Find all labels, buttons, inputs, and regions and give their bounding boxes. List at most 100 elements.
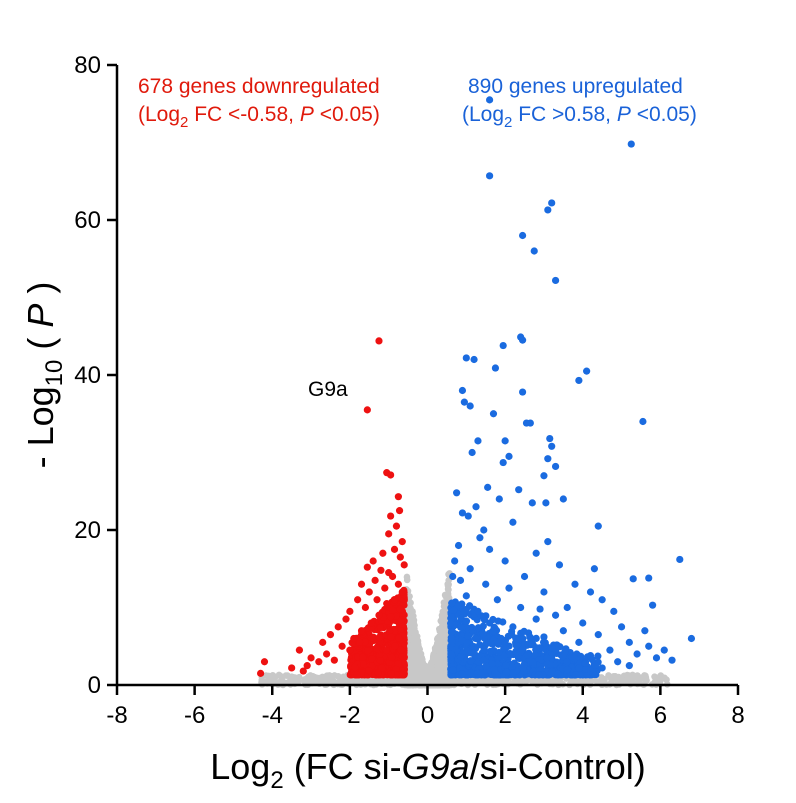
upregulated-point xyxy=(524,641,533,649)
downregulated-point xyxy=(359,653,367,661)
upregulated-point xyxy=(614,658,622,666)
downregulated-point xyxy=(330,656,338,664)
downregulated-point xyxy=(381,584,389,592)
downregulated-point xyxy=(394,580,402,588)
upregulated-point xyxy=(518,336,527,344)
upregulated-point xyxy=(474,624,483,632)
upregulated-point xyxy=(555,561,564,569)
downregulated-point xyxy=(387,512,395,520)
upregulated-point xyxy=(540,633,548,641)
ns-point xyxy=(266,673,274,680)
y-tick-label: 20 xyxy=(74,517,101,544)
upregulated-point xyxy=(464,632,472,640)
upregulated-point xyxy=(649,601,657,609)
x-tick-label: 4 xyxy=(576,702,589,729)
ns-point xyxy=(410,629,417,637)
downregulated-point xyxy=(353,671,361,679)
upregulated-point xyxy=(474,607,482,615)
upregulated-point xyxy=(563,603,571,612)
upregulated-point xyxy=(480,646,488,654)
upregulated-point xyxy=(497,634,505,643)
upregulated-point xyxy=(447,634,455,642)
ns-point xyxy=(429,667,437,674)
upregulated-point xyxy=(501,557,509,565)
upregulated-point xyxy=(598,664,606,672)
downregulated-point xyxy=(346,646,354,654)
downregulated-point xyxy=(396,605,404,613)
upregulated-point xyxy=(509,669,517,677)
up-criteria-italic: P xyxy=(617,103,631,126)
downregulated-count-label: 678 genes downregulated xyxy=(138,75,380,98)
downregulated-point xyxy=(350,634,358,643)
ns-point xyxy=(440,628,448,636)
upregulated-point xyxy=(453,489,461,497)
ns-point xyxy=(437,637,444,645)
upregulated-point xyxy=(473,669,482,678)
upregulated-point xyxy=(466,402,474,410)
downregulated-point xyxy=(398,538,406,546)
upregulated-point xyxy=(482,580,490,588)
upregulated-point xyxy=(518,388,527,396)
ns-point xyxy=(440,613,448,620)
ns-point xyxy=(440,618,447,626)
downregulated-point xyxy=(383,600,391,608)
downregulated-point xyxy=(396,553,404,561)
upregulated-point xyxy=(486,619,494,627)
upregulated-point xyxy=(629,575,637,583)
upregulated-point xyxy=(524,651,532,659)
x-tick-label: -4 xyxy=(262,702,283,729)
upregulated-point xyxy=(540,472,548,480)
ns-point xyxy=(653,674,660,682)
upregulated-point xyxy=(457,614,465,622)
x-ticks: -8 -6 -4 -2 0 2 4 6 8 xyxy=(106,685,745,729)
ns-point xyxy=(415,653,422,660)
ns-point xyxy=(329,677,337,684)
downregulated-point xyxy=(385,530,393,538)
ns-point xyxy=(663,676,670,684)
upregulated-point xyxy=(610,607,618,615)
downregulated-point xyxy=(377,566,385,574)
down-criteria-pre: (Log xyxy=(138,103,180,126)
ns-point xyxy=(432,654,439,661)
downregulated-point xyxy=(375,634,383,642)
upregulated-point xyxy=(570,654,579,662)
upregulated-point xyxy=(502,668,511,676)
ns-point xyxy=(441,659,449,667)
ns-point xyxy=(308,677,316,685)
downregulated-point xyxy=(364,647,372,655)
upregulated-point xyxy=(532,644,540,652)
upregulated-point xyxy=(543,654,551,662)
significant-points xyxy=(257,96,696,679)
downregulated-point xyxy=(392,522,401,530)
downregulated-point xyxy=(319,638,327,646)
upregulated-point xyxy=(470,643,478,651)
upregulated-point xyxy=(457,636,466,645)
x-tick-label: -6 xyxy=(184,702,205,729)
upregulated-point xyxy=(645,574,653,582)
downregulated-point xyxy=(387,613,395,621)
upregulated-point xyxy=(645,642,653,650)
upregulated-point xyxy=(495,648,503,657)
downregulated-point xyxy=(388,572,397,581)
upregulated-point xyxy=(494,617,502,625)
y-tick-label: 60 xyxy=(74,207,101,234)
y-axis-title-suffix: ) xyxy=(20,282,61,304)
upregulated-point xyxy=(479,630,487,638)
x-axis-title-mid: (FC si- xyxy=(284,746,402,787)
upregulated-point xyxy=(598,596,606,604)
downregulated-point xyxy=(392,665,400,673)
upregulated-point xyxy=(519,664,527,672)
downregulated-point xyxy=(315,658,323,666)
g9a-gene-label: G9a xyxy=(308,378,348,401)
upregulated-point xyxy=(575,664,583,672)
upregulated-point xyxy=(447,628,456,637)
ns-point xyxy=(435,647,443,655)
upregulated-point xyxy=(486,545,494,553)
upregulated-point xyxy=(551,276,560,285)
x-axis-title-italic: G9a xyxy=(402,746,470,787)
downregulated-point xyxy=(400,561,408,569)
downregulated-point xyxy=(382,646,391,655)
upregulated-point xyxy=(474,437,482,445)
upregulated-point xyxy=(519,634,527,643)
downregulated-point xyxy=(394,660,402,668)
